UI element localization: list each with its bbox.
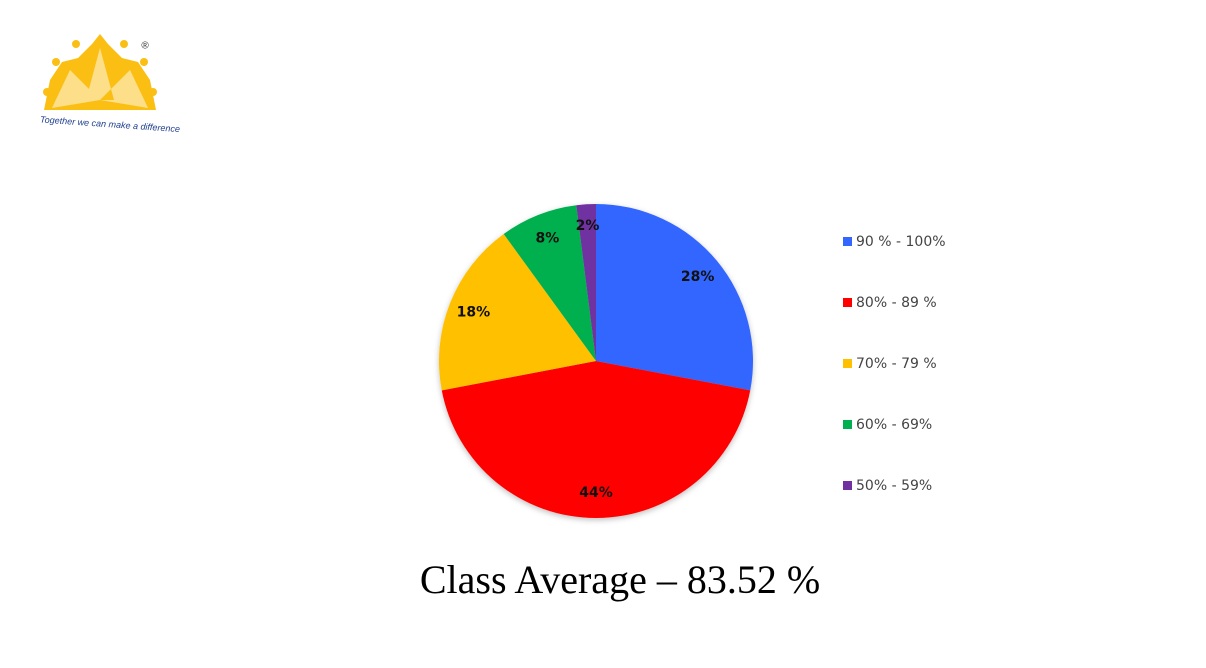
value-label: 18%	[457, 304, 491, 320]
pie-slice	[503, 205, 596, 361]
legend-label: 70% - 79 %	[856, 356, 937, 372]
logo-dot	[120, 40, 128, 48]
pie	[439, 204, 754, 519]
pie-slice	[441, 361, 751, 519]
pie-slice	[439, 233, 596, 391]
logo-dot	[140, 58, 148, 66]
value-label: 28%	[681, 269, 715, 285]
value-label: 8%	[536, 230, 560, 246]
legend-label: 60% - 69%	[856, 417, 932, 433]
logo-tagline: Together we can make a difference	[40, 114, 181, 134]
logo-dot	[149, 88, 157, 96]
legend-swatch	[843, 359, 852, 368]
legend-swatch	[843, 420, 852, 429]
value-label: 2%	[576, 218, 600, 234]
legend-label: 80% - 89 %	[856, 295, 937, 311]
logo: ® Together we can make a difference	[40, 34, 181, 134]
logo-dot	[72, 40, 80, 48]
logo-dot	[52, 58, 60, 66]
logo-rays	[52, 48, 148, 108]
pie-slice	[576, 204, 596, 361]
legend-swatch	[843, 237, 852, 246]
legend-label: 50% - 59%	[856, 478, 932, 494]
pie-slice	[596, 204, 754, 391]
legend-swatch	[843, 298, 852, 307]
logo-registered: ®	[141, 41, 149, 52]
logo-dot	[43, 88, 51, 96]
value-label: 44%	[579, 485, 613, 501]
legend-label: 90 % - 100%	[856, 234, 946, 250]
caption: Class Average – 83.52 %	[420, 557, 820, 602]
legend-swatch	[843, 481, 852, 490]
